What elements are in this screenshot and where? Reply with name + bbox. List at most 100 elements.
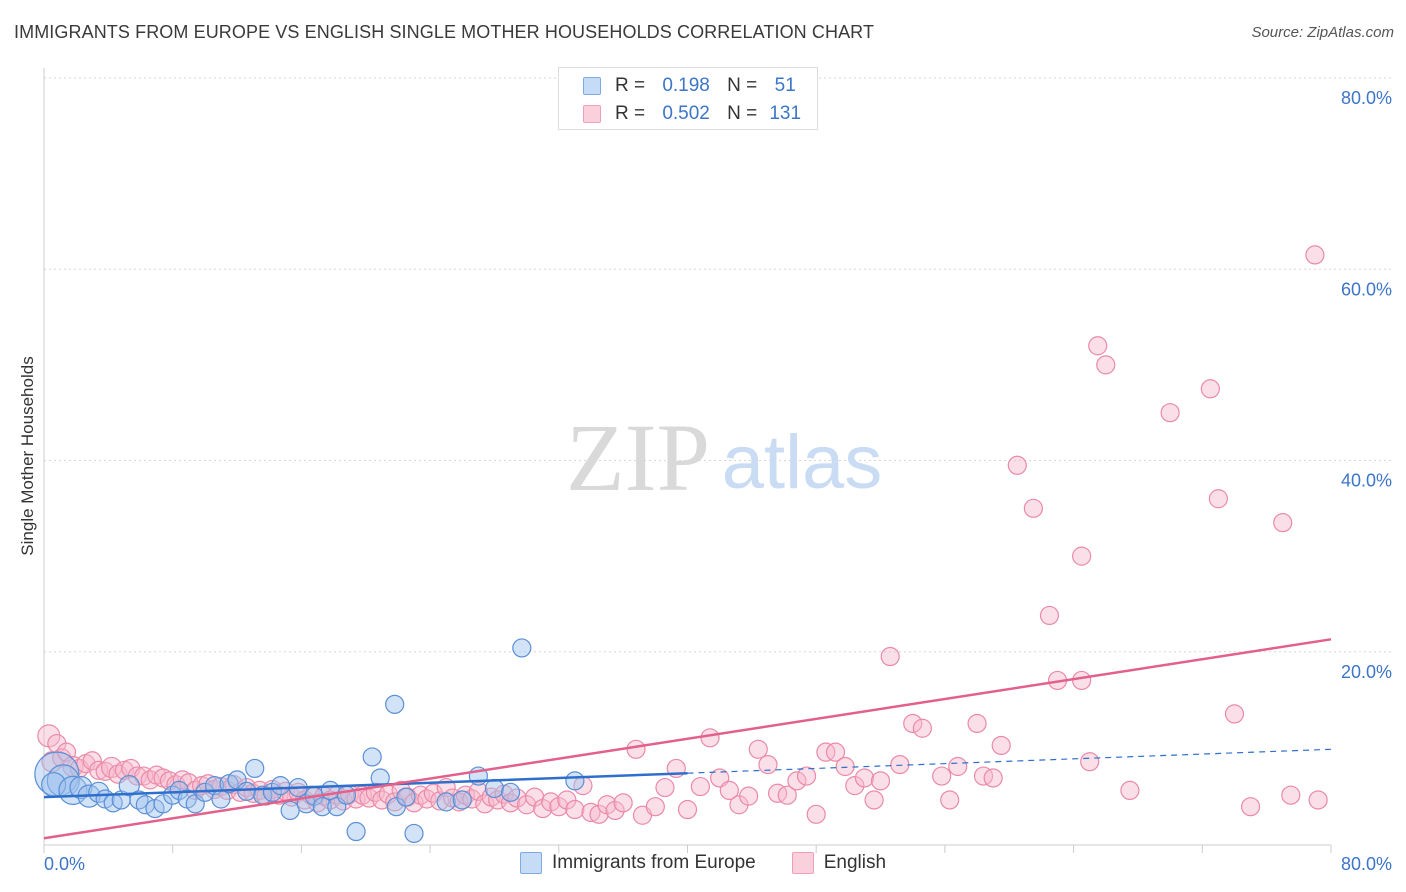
english-point <box>991 735 1011 756</box>
legend-swatch-english <box>791 852 814 874</box>
europe-point <box>346 821 366 842</box>
legend-label-english: English <box>823 852 887 873</box>
english-point <box>1039 605 1060 626</box>
n-value: 51 <box>774 75 796 96</box>
europe-point <box>362 747 382 767</box>
english-point <box>767 783 788 803</box>
english-point <box>825 742 846 762</box>
legend: Immigrants from Europe English <box>0 852 1406 874</box>
english-point <box>1023 498 1043 518</box>
english-point <box>912 718 932 738</box>
europe-point <box>245 758 265 779</box>
data-points <box>34 245 1328 844</box>
english-point <box>940 790 960 810</box>
europe-point <box>69 775 93 800</box>
english-point <box>1200 379 1220 399</box>
r-value: 0.502 <box>662 103 710 124</box>
y-tick-label: 80.0% <box>1341 88 1392 108</box>
english-point <box>533 798 553 819</box>
english-point <box>690 776 710 797</box>
english-point <box>613 793 633 813</box>
watermark: ZIP atlas <box>566 404 882 511</box>
legend-item-english[interactable]: English <box>791 852 887 874</box>
english-point <box>748 739 768 759</box>
english-point <box>890 754 910 775</box>
english-point <box>589 804 609 824</box>
europe-point <box>404 823 424 844</box>
english-point <box>549 797 569 817</box>
english-point <box>700 728 720 748</box>
watermark-zip: ZIP <box>566 404 710 511</box>
europe-point <box>336 785 357 805</box>
english-point <box>903 713 923 734</box>
europe-point <box>118 775 140 797</box>
europe-point <box>237 781 257 801</box>
english-point <box>806 804 826 824</box>
english-point <box>880 646 900 667</box>
english-point <box>517 795 537 815</box>
english-point <box>967 713 987 734</box>
english-point <box>462 789 482 809</box>
english-trend-line <box>43 638 1332 840</box>
english-point <box>932 766 952 786</box>
y-tick-label: 20.0% <box>1341 662 1392 682</box>
english-point <box>816 742 836 762</box>
english-point <box>581 802 601 823</box>
english-point <box>645 797 665 817</box>
europe-point <box>396 787 416 807</box>
english-point <box>565 799 585 820</box>
english-point <box>739 786 759 806</box>
english-point <box>1281 785 1301 805</box>
english-point <box>1208 489 1228 509</box>
english-point <box>1072 546 1092 566</box>
source-label: Source: ZipAtlas.com <box>1251 24 1394 41</box>
x-tick-label: 80.0% <box>1341 854 1392 874</box>
english-point <box>870 771 891 791</box>
english-point <box>1224 704 1245 724</box>
europe-swatch <box>583 77 601 95</box>
english-point <box>1080 752 1100 772</box>
english-point <box>605 800 625 821</box>
english-point <box>1120 780 1140 801</box>
stats-row-english: R = 0.502 N = 131 <box>583 101 807 127</box>
english-point <box>777 785 797 805</box>
r-value: 0.198 <box>662 75 710 96</box>
x-tick-label: 0.0% <box>44 854 85 874</box>
europe-point <box>385 694 405 714</box>
n-value: 131 <box>769 103 802 124</box>
europe-trend-extension <box>687 748 1332 774</box>
y-tick-label: 40.0% <box>1341 471 1392 491</box>
y-tick-label: 60.0% <box>1341 279 1392 299</box>
english-point <box>1160 403 1180 423</box>
gridlines <box>44 77 1392 653</box>
trend-lines <box>43 638 1332 840</box>
english-point <box>758 754 778 775</box>
english-point <box>835 756 855 777</box>
english-point <box>1273 513 1293 533</box>
tick-labels: 20.0% 40.0% 60.0% 80.0% 0.0% 80.0% <box>44 88 1392 874</box>
english-point <box>973 766 994 786</box>
legend-swatch-europe <box>519 852 542 874</box>
europe-point <box>565 771 585 791</box>
europe-point <box>452 790 472 810</box>
r-label: R = <box>615 75 646 96</box>
europe-point <box>484 778 505 799</box>
legend-item-europe[interactable]: Immigrants from Europe <box>519 852 756 874</box>
english-swatch <box>583 105 601 123</box>
english-point <box>1088 336 1108 356</box>
english-point <box>1308 790 1328 810</box>
english-point <box>948 756 968 777</box>
watermark-atlas: atlas <box>722 420 883 505</box>
europe-trend-line <box>43 771 688 799</box>
english-point <box>1072 670 1092 691</box>
english-point <box>845 776 865 796</box>
english-point <box>655 777 675 798</box>
europe-point <box>436 792 456 812</box>
n-label: N = <box>727 103 758 124</box>
english-point <box>864 790 884 810</box>
chart-title: IMMIGRANTS FROM EUROPE VS ENGLISH SINGLE… <box>14 22 875 42</box>
stats-row-europe: R = 0.198 N = 51 <box>583 73 807 99</box>
english-point <box>557 790 577 810</box>
english-point <box>796 766 817 786</box>
